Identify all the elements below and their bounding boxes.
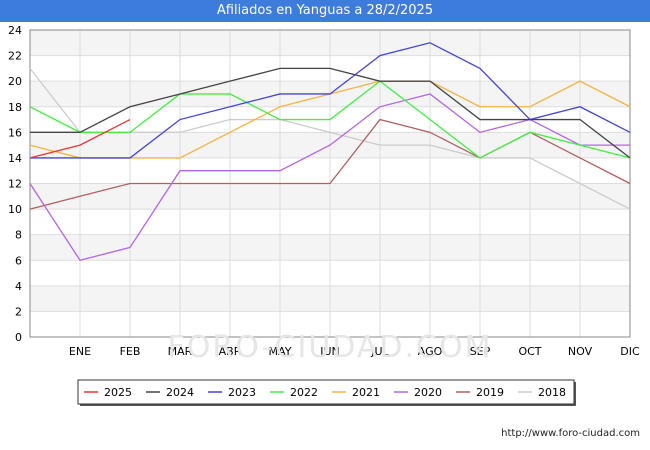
legend-label-2019: 2019 <box>476 386 504 399</box>
x-tick-label: MAR <box>168 345 193 358</box>
y-tick-label: 18 <box>8 101 22 114</box>
legend-label-2022: 2022 <box>290 386 318 399</box>
x-tick-label: DIC <box>620 345 640 358</box>
y-tick-label: 12 <box>8 178 22 191</box>
y-tick-label: 16 <box>8 126 22 139</box>
x-tick-label: JUN <box>319 345 340 358</box>
legend-label-2024: 2024 <box>166 386 194 399</box>
x-tick-label: AGO <box>418 345 443 358</box>
x-tick-label: ABR <box>219 345 242 358</box>
y-tick-label: 10 <box>8 203 22 216</box>
y-tick-label: 22 <box>8 50 22 63</box>
y-tick-label: 20 <box>8 75 22 88</box>
x-tick-label: JUL <box>370 345 389 358</box>
legend-label-2023: 2023 <box>228 386 256 399</box>
y-tick-label: 8 <box>15 229 22 242</box>
x-tick-label: ENE <box>69 345 91 358</box>
x-tick-label: NOV <box>568 345 593 358</box>
legend-label-2020: 2020 <box>414 386 442 399</box>
y-tick-label: 24 <box>8 24 22 37</box>
y-tick-label: 6 <box>15 254 22 267</box>
x-tick-label: SEP <box>470 345 491 358</box>
y-tick-label: 14 <box>8 152 22 165</box>
y-tick-label: 4 <box>15 280 22 293</box>
x-tick-label: OCT <box>518 345 541 358</box>
legend-label-2021: 2021 <box>352 386 380 399</box>
x-tick-label: MAY <box>269 345 292 358</box>
watermark: FORO-CIUDAD.COM <box>168 330 493 365</box>
series-line-2025 <box>29 118 131 159</box>
x-tick-label: FEB <box>120 345 141 358</box>
legend-box <box>77 379 575 405</box>
y-tick-label: 0 <box>15 331 22 344</box>
footer-url[interactable]: http://www.foro-ciudad.com <box>501 428 640 439</box>
series-line-2024 <box>30 67 631 159</box>
series-line-2022 <box>29 80 631 159</box>
legend-label-2018: 2018 <box>538 386 566 399</box>
legend-label-2025: 2025 <box>104 386 132 399</box>
chart-title: Afiliados en Yanguas a 28/2/2025 <box>0 0 650 22</box>
y-tick-label: 2 <box>15 305 22 318</box>
